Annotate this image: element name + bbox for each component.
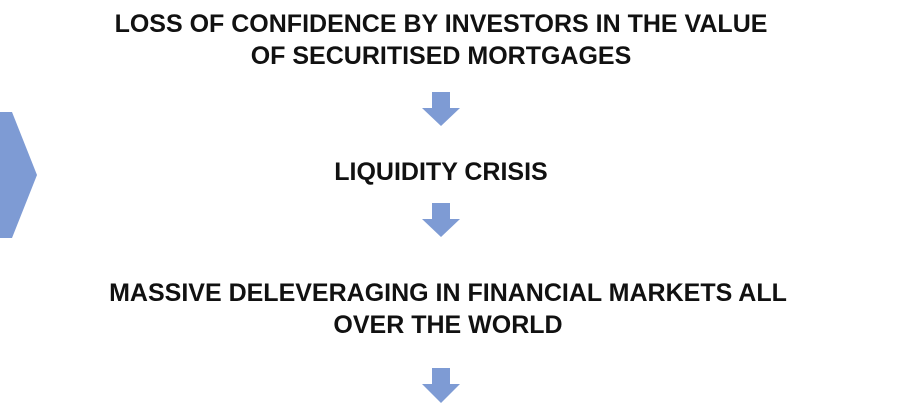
- label-line: LIQUIDITY CRISIS: [334, 158, 547, 186]
- arrow: [422, 368, 460, 403]
- node-label: MASSIVE DELEVERAGING IN FINANCIAL MARKET…: [109, 279, 787, 339]
- label-line: OF SECURITISED MORTGAGES: [251, 42, 632, 70]
- arrow: [422, 203, 460, 237]
- label-line: MASSIVE DELEVERAGING IN FINANCIAL MARKET…: [109, 279, 787, 307]
- chevron: [0, 112, 37, 238]
- label-line: LOSS OF CONFIDENCE BY INVESTORS IN THE V…: [115, 10, 768, 38]
- node-label: LIQUIDITY CRISIS: [334, 158, 547, 186]
- label-line: OVER THE WORLD: [333, 311, 562, 339]
- node-label: LOSS OF CONFIDENCE BY INVESTORS IN THE V…: [115, 10, 768, 70]
- arrow: [422, 92, 460, 126]
